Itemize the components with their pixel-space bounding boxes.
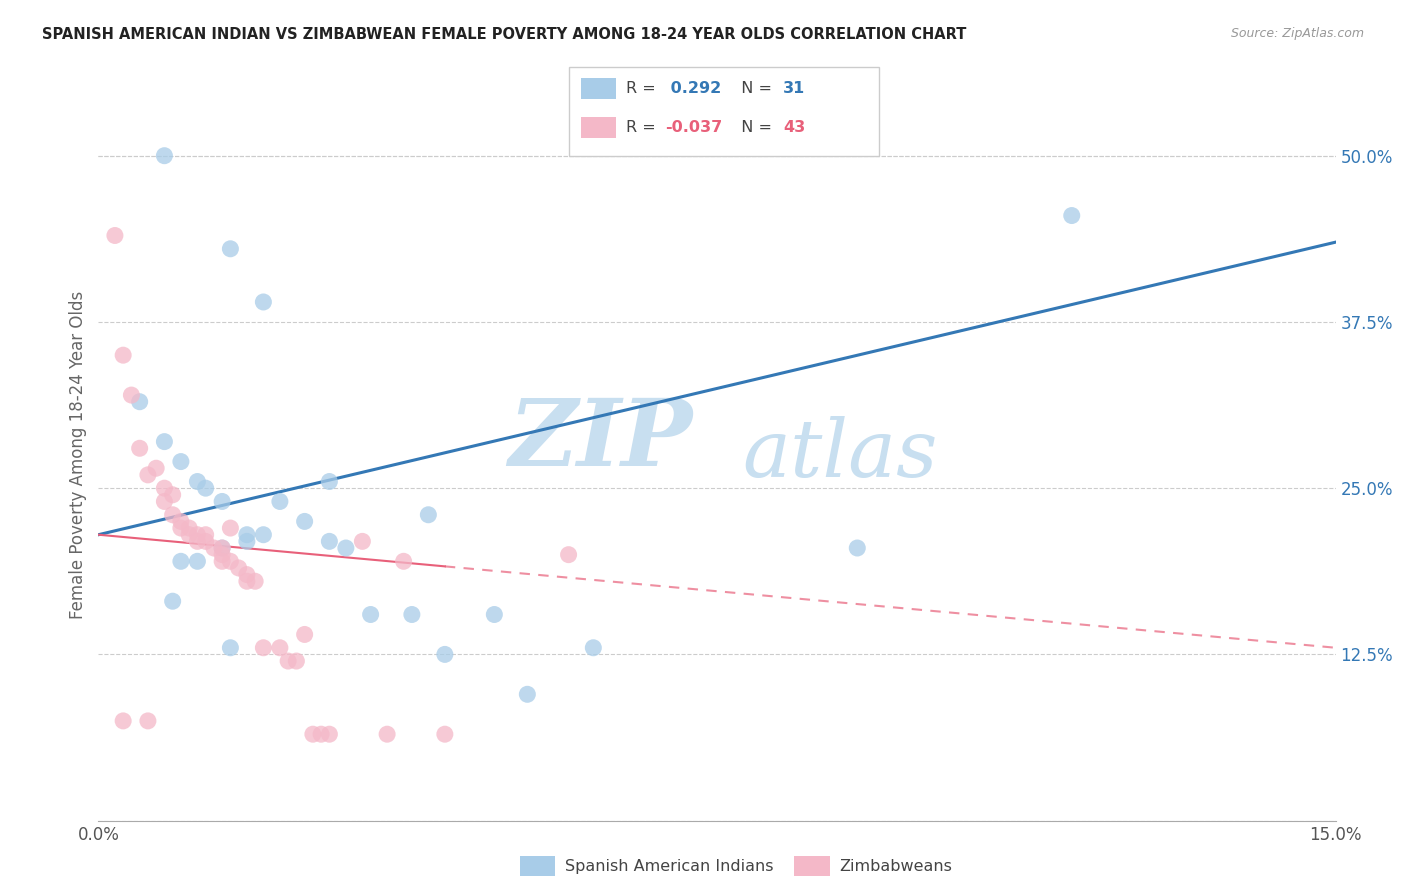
Point: [236, 567, 259, 582]
Point: [294, 515, 316, 529]
Point: [153, 434, 176, 449]
Point: [582, 640, 605, 655]
Point: [557, 548, 579, 562]
Point: [269, 640, 291, 655]
Point: [236, 527, 259, 541]
Point: [194, 527, 217, 541]
Text: 0.292: 0.292: [665, 81, 721, 95]
Point: [418, 508, 440, 522]
Text: R =: R =: [626, 81, 661, 95]
Point: [352, 534, 374, 549]
Point: [516, 687, 538, 701]
Point: [318, 534, 340, 549]
Point: [145, 461, 167, 475]
Point: [433, 727, 456, 741]
Point: [335, 541, 357, 555]
Point: [252, 295, 274, 310]
Point: [285, 654, 308, 668]
Text: Source: ZipAtlas.com: Source: ZipAtlas.com: [1230, 27, 1364, 40]
Point: [202, 541, 225, 555]
Point: [186, 554, 208, 568]
Point: [194, 481, 217, 495]
Point: [211, 554, 233, 568]
Point: [401, 607, 423, 622]
Text: atlas: atlas: [742, 417, 938, 493]
Point: [153, 494, 176, 508]
Point: [136, 467, 159, 482]
Point: [484, 607, 506, 622]
Point: [153, 149, 176, 163]
Point: [128, 442, 150, 456]
Point: [186, 475, 208, 489]
Text: Spanish American Indians: Spanish American Indians: [565, 859, 773, 873]
Text: R =: R =: [626, 120, 661, 135]
Point: [846, 541, 869, 555]
Point: [211, 541, 233, 555]
Point: [112, 714, 135, 728]
Point: [219, 640, 242, 655]
Point: [360, 607, 382, 622]
Point: [128, 394, 150, 409]
Text: SPANISH AMERICAN INDIAN VS ZIMBABWEAN FEMALE POVERTY AMONG 18-24 YEAR OLDS CORRE: SPANISH AMERICAN INDIAN VS ZIMBABWEAN FE…: [42, 27, 966, 42]
Point: [294, 627, 316, 641]
Point: [277, 654, 299, 668]
Text: 31: 31: [783, 81, 806, 95]
Point: [219, 554, 242, 568]
Point: [162, 488, 184, 502]
Point: [302, 727, 325, 741]
Text: N =: N =: [731, 120, 778, 135]
Point: [153, 481, 176, 495]
Point: [219, 242, 242, 256]
Point: [269, 494, 291, 508]
Point: [219, 521, 242, 535]
Point: [170, 521, 193, 535]
Point: [211, 494, 233, 508]
Text: N =: N =: [731, 81, 778, 95]
Point: [120, 388, 142, 402]
Text: -0.037: -0.037: [665, 120, 723, 135]
Text: ZIP: ZIP: [508, 395, 692, 485]
Point: [433, 648, 456, 662]
Point: [392, 554, 415, 568]
Point: [170, 515, 193, 529]
Point: [1060, 209, 1083, 223]
Point: [162, 594, 184, 608]
Point: [194, 534, 217, 549]
Point: [211, 548, 233, 562]
Text: 43: 43: [783, 120, 806, 135]
Point: [170, 554, 193, 568]
Point: [236, 574, 259, 589]
Point: [318, 727, 340, 741]
Point: [186, 527, 208, 541]
Y-axis label: Female Poverty Among 18-24 Year Olds: Female Poverty Among 18-24 Year Olds: [69, 291, 87, 619]
Point: [179, 521, 201, 535]
Point: [318, 475, 340, 489]
Point: [243, 574, 266, 589]
Point: [228, 561, 250, 575]
Point: [211, 541, 233, 555]
Point: [252, 640, 274, 655]
Point: [309, 727, 332, 741]
Point: [170, 454, 193, 468]
Point: [252, 527, 274, 541]
Point: [162, 508, 184, 522]
Point: [375, 727, 398, 741]
Point: [112, 348, 135, 362]
Point: [136, 714, 159, 728]
Point: [179, 527, 201, 541]
Point: [186, 534, 208, 549]
Text: Zimbabweans: Zimbabweans: [839, 859, 952, 873]
Point: [104, 228, 127, 243]
Point: [236, 534, 259, 549]
